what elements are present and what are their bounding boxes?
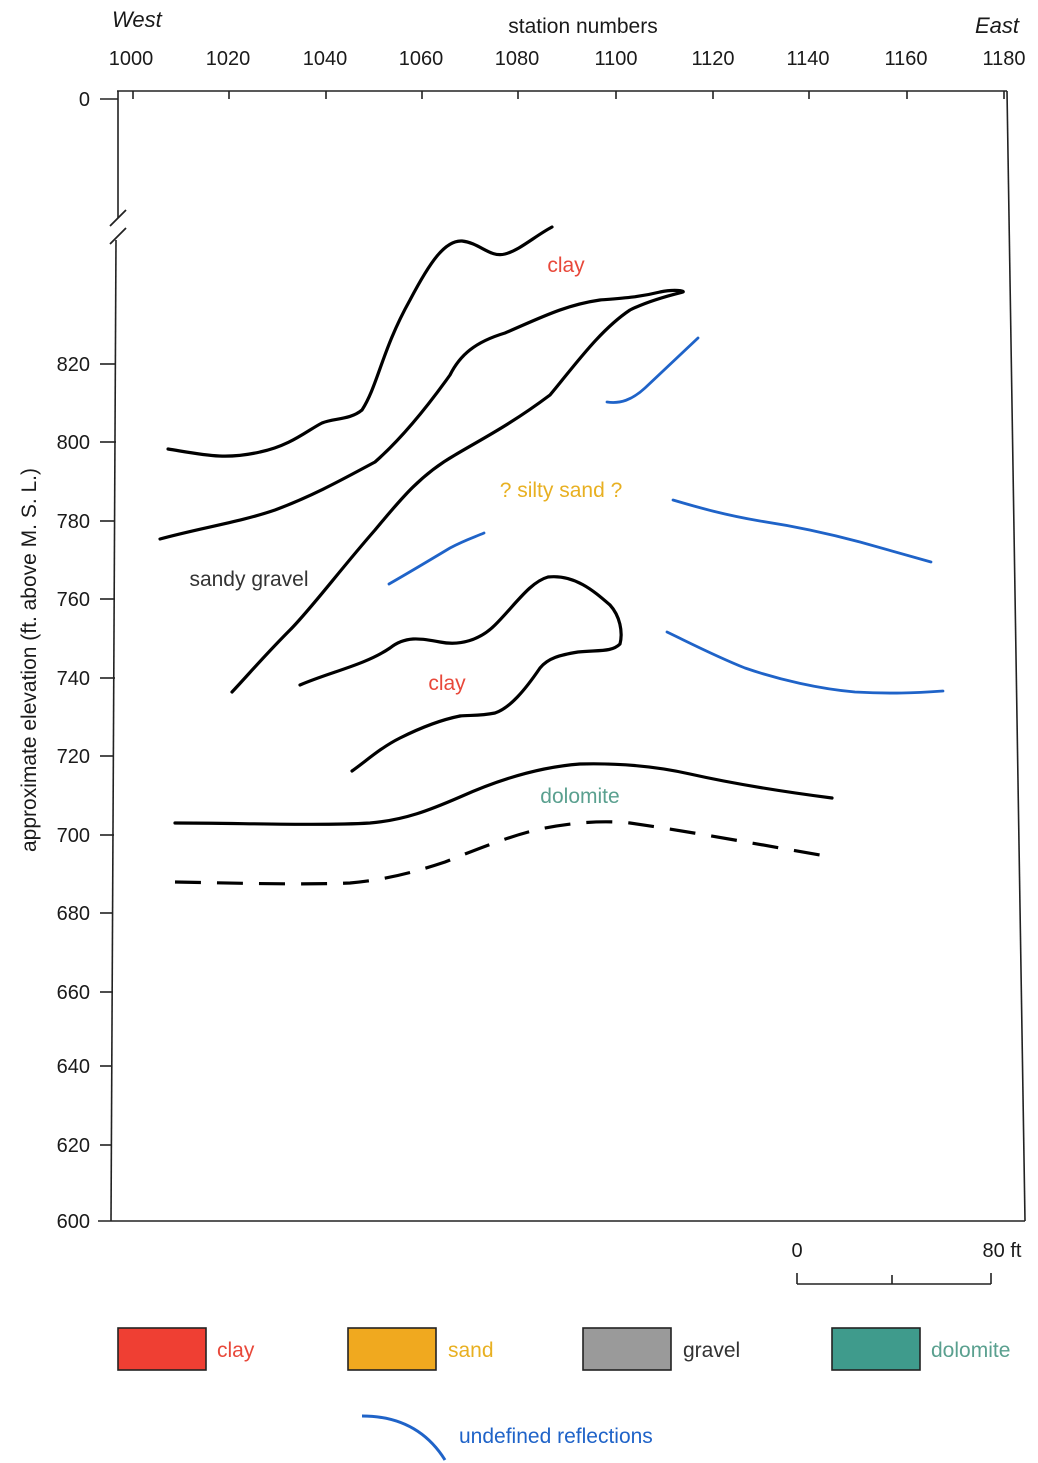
layer-label-sandy-gravel: sandy gravel [189,568,308,591]
legend-label-undefined-reflections: undefined reflections [459,1425,653,1448]
y-tick-label: 620 [57,1135,90,1157]
y-tick-label: 820 [57,354,90,376]
scale-bar-end-label: 80 ft [983,1240,1022,1262]
upper-clay-boundary [166,225,554,458]
left-axis [100,91,119,1222]
y-axis-title: approximate elevation (ft. above M. S. L… [18,468,41,852]
x-tick-label: 1020 [206,48,251,70]
y-tick-label: 680 [57,903,90,925]
legend-swatch-sand [347,1327,437,1371]
right-axis [1006,90,1026,1222]
legend-label-dolomite: dolomite [931,1339,1010,1362]
x-tick-labels: 1000 1020 1040 1060 1080 1100 1120 1140 … [109,48,1026,70]
lower-clay-upper-boundary [298,575,623,718]
legend: clay sand gravel dolomite undefined refl… [117,1327,1010,1461]
x-tick-label: 1180 [982,48,1025,70]
dolomite-upper-boundary [173,762,834,826]
sandy-gravel-top-boundary [158,288,685,694]
top-axis [117,90,1007,99]
y-top-label: 0 [79,89,90,111]
y-tick-label: 760 [57,589,90,611]
scale-bar-zero-label: 0 [791,1240,802,1262]
reflection-middle-left [387,531,486,586]
layer-label-dolomite: dolomite [540,785,619,808]
legend-label-sand: sand [448,1339,494,1362]
x-axis-title: station numbers [508,15,657,38]
undefined-reflections [387,336,945,695]
layer-label-clay-lower: clay [428,672,466,695]
legend-label-gravel: gravel [683,1339,740,1362]
layer-boundaries [158,225,834,826]
y-tick-label: 800 [57,432,90,454]
x-tick-label: 1060 [399,48,444,70]
legend-reflection-line [361,1414,447,1461]
x-tick-label: 1140 [786,48,829,70]
east-label: East [975,13,1020,38]
reflection-upper [605,336,700,404]
x-tick-label: 1080 [495,48,540,70]
y-tick-label: 720 [57,746,90,768]
y-tick-label: 740 [57,668,90,690]
legend-swatch-dolomite [831,1327,921,1371]
legend-swatch-clay [117,1327,207,1371]
x-tick-label: 1160 [884,48,927,70]
reflection-middle-right [671,498,933,564]
layer-label-silty-sand: ? silty sand ? [500,479,623,502]
y-tick-label: 640 [57,1056,90,1078]
x-tick-label: 1000 [109,48,154,70]
west-label: West [112,7,163,32]
y-tick-label: 600 [57,1211,90,1233]
y-tick-marks [100,363,116,1146]
y-tick-label: 660 [57,982,90,1004]
x-tick-label: 1120 [691,48,734,70]
y-tick-label: 700 [57,825,90,847]
x-tick-label: 1100 [594,48,637,70]
scale-bar [796,1273,992,1285]
y-tick-label: 780 [57,511,90,533]
axis-break-marker [109,209,127,245]
layer-label-clay-upper: clay [547,254,585,277]
legend-label-clay: clay [217,1339,255,1362]
y-tick-labels: 0 820 800 780 760 740 720 700 680 660 64… [57,89,90,1233]
reflection-lower-right [665,630,945,695]
lower-clay-lower-boundary [350,714,462,773]
dolomite-lower-boundary-dashed [174,820,821,886]
legend-swatch-gravel [582,1327,672,1371]
x-tick-label: 1040 [303,48,348,70]
